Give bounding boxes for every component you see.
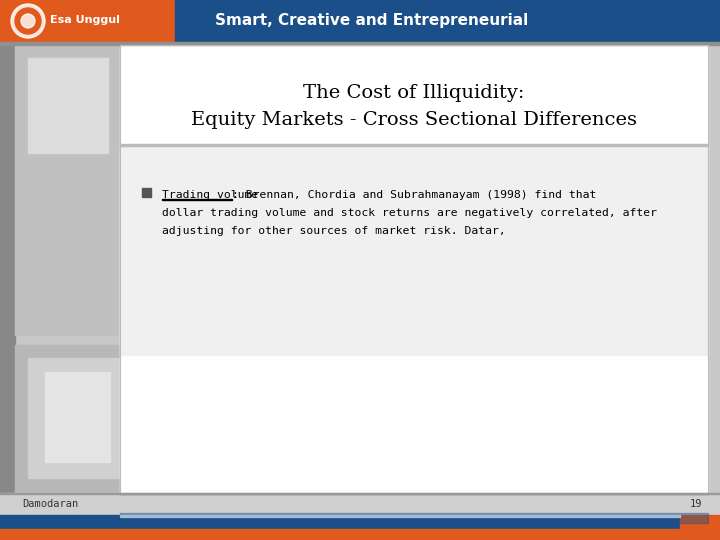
- Bar: [0, 42, 720, 45]
- Circle shape: [21, 14, 35, 28]
- Text: 19: 19: [690, 499, 702, 509]
- Bar: [0, 45, 15, 505]
- Text: : Brennan, Chordia and Subrahmanayam (1998) find that: : Brennan, Chordia and Subrahmanayam (19…: [232, 190, 596, 200]
- Text: Esa Unggul: Esa Unggul: [50, 15, 120, 25]
- Bar: [120, 45, 708, 495]
- Bar: [120, 513, 708, 523]
- Text: Trading volume: Trading volume: [162, 190, 258, 200]
- Bar: [15, 45, 125, 335]
- Text: The Cost of Illiquidity:: The Cost of Illiquidity:: [303, 84, 525, 102]
- Bar: [45, 372, 110, 462]
- Bar: [120, 145, 708, 355]
- Bar: [0, 529, 720, 540]
- Bar: [120, 144, 708, 145]
- Text: Equity Markets - Cross Sectional Differences: Equity Markets - Cross Sectional Differe…: [191, 111, 637, 129]
- Bar: [162, 199, 232, 200]
- Bar: [0, 493, 720, 515]
- Bar: [28, 358, 123, 478]
- Bar: [120, 45, 708, 495]
- Bar: [120, 515, 680, 516]
- Text: dollar trading volume and stock returns are negatively correlated, after: dollar trading volume and stock returns …: [162, 208, 657, 218]
- Circle shape: [15, 8, 41, 34]
- Bar: [680, 515, 720, 529]
- Text: adjusting for other sources of market risk. Datar,: adjusting for other sources of market ri…: [162, 226, 505, 236]
- Bar: [0, 493, 720, 494]
- Bar: [15, 345, 140, 500]
- Bar: [175, 0, 720, 42]
- Circle shape: [11, 4, 45, 38]
- Bar: [142, 188, 151, 197]
- Text: Damodaran: Damodaran: [22, 499, 78, 509]
- Bar: [28, 58, 108, 153]
- Text: Smart, Creative and Entrepreneurial: Smart, Creative and Entrepreneurial: [215, 14, 528, 29]
- Bar: [0, 0, 175, 42]
- Bar: [0, 515, 680, 529]
